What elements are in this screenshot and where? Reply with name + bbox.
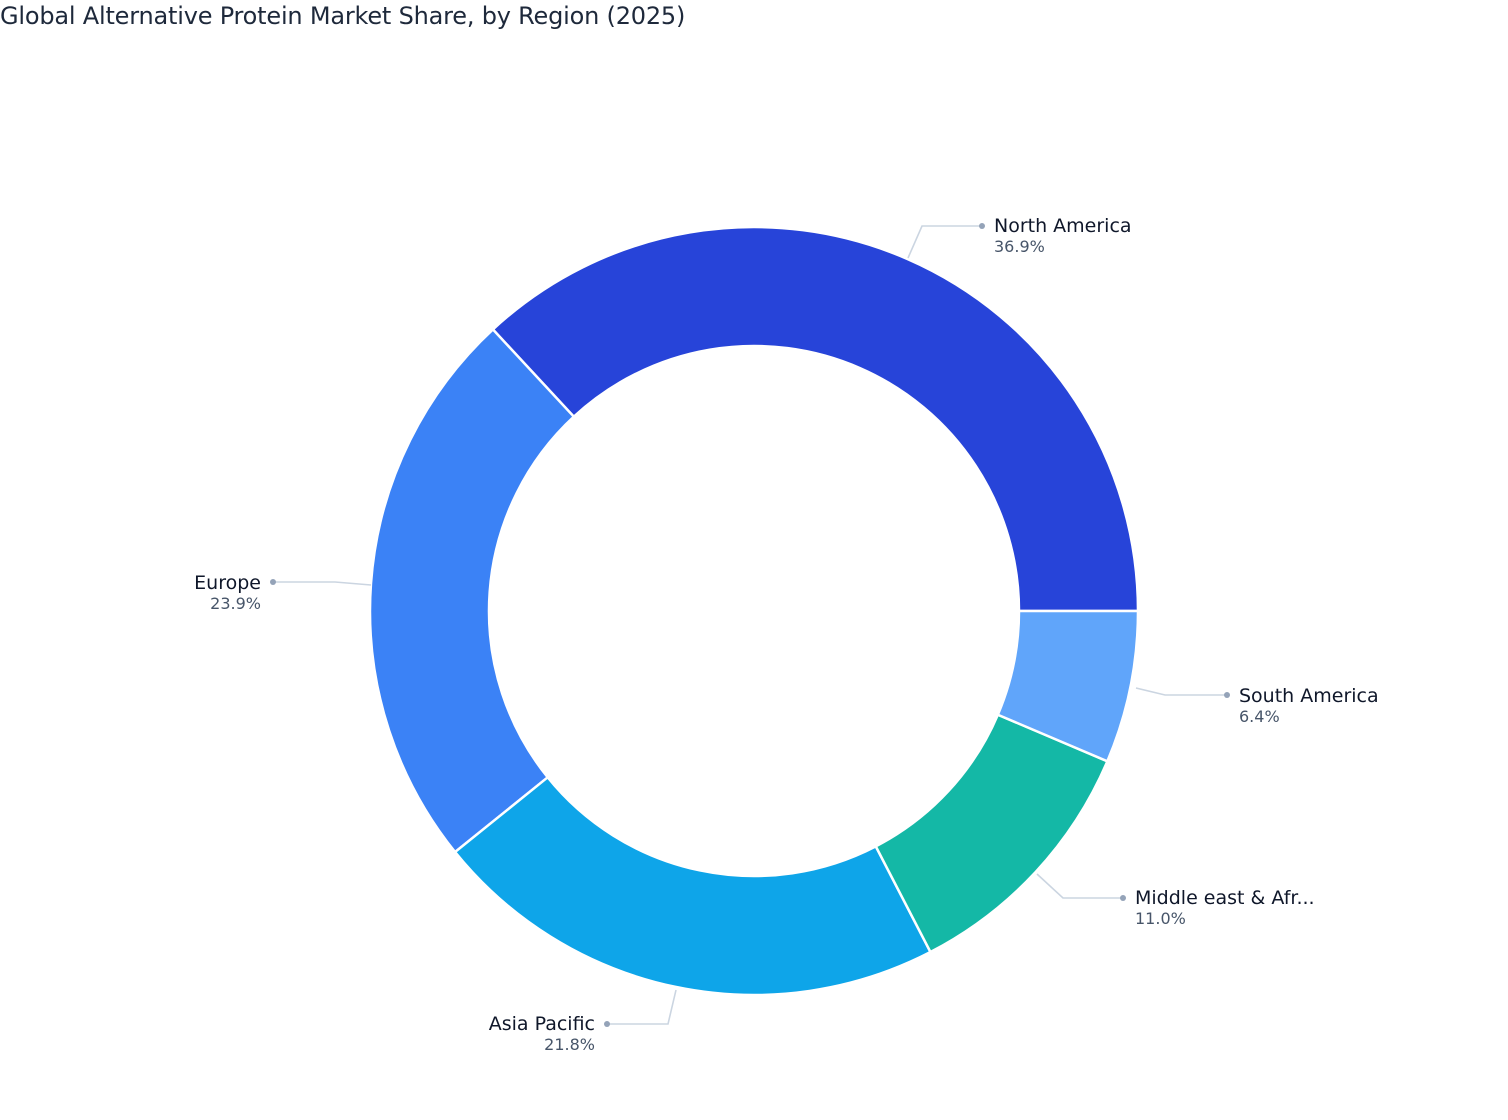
slice-north-america[interactable] [491, 225, 1140, 613]
label-name: South America [1239, 685, 1379, 707]
label-percent: 21.8% [544, 1035, 595, 1054]
label-percent: 36.9% [994, 237, 1045, 256]
leader-line-europe [273, 581, 372, 586]
label-name: North America [994, 215, 1132, 237]
label-north-america: North America 36.9% [994, 217, 1132, 255]
leader-lines [270, 223, 1230, 1027]
slice-asia-pacific[interactable] [453, 775, 933, 997]
leader-line-asia-pacific [607, 989, 677, 1025]
leader-dot-south-america [1224, 692, 1230, 698]
leader-dot-asia-pacific [604, 1021, 610, 1027]
label-name: Asia Pacific [488, 1013, 595, 1035]
label-percent: 6.4% [1239, 707, 1280, 726]
donut-slices [368, 225, 1140, 997]
label-percent: 23.9% [210, 594, 261, 613]
leader-dot-north-america [979, 223, 985, 229]
leader-line-north-america [907, 225, 982, 259]
label-europe: Europe 23.9% [194, 574, 261, 612]
label-percent: 11.0% [1135, 909, 1186, 928]
chart-title: Global Alternative Protein Market Share,… [0, 2, 686, 30]
label-asia-pacific: Asia Pacific 21.8% [489, 1015, 595, 1053]
label-name: Middle east & Afr... [1135, 887, 1315, 909]
label-south-america: South America 6.4% [1239, 687, 1379, 725]
slice-south-america[interactable] [996, 609, 1140, 763]
leader-line-middle-east-africa [1036, 873, 1123, 899]
leader-dot-middle-east-africa [1120, 895, 1126, 901]
leader-line-south-america [1135, 687, 1227, 696]
label-name: Europe [194, 572, 261, 594]
label-middle-east-africa: Middle east & Afr... 11.0% [1135, 889, 1315, 927]
slice-europe[interactable] [368, 327, 576, 854]
leader-dot-europe [270, 579, 276, 585]
